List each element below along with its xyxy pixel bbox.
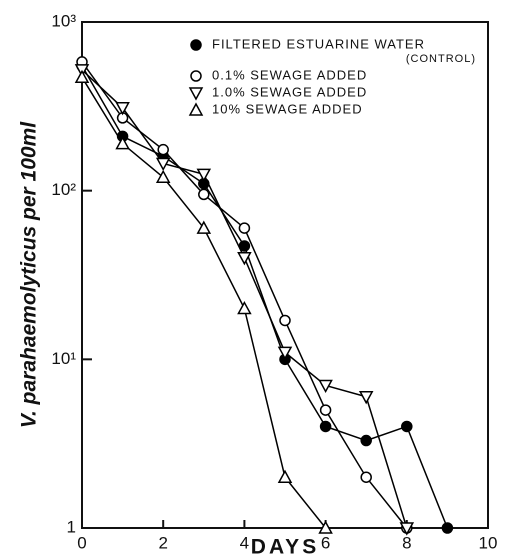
data-point xyxy=(115,102,130,116)
plot-frame xyxy=(81,21,489,529)
data-point xyxy=(196,168,212,182)
data-point xyxy=(115,136,130,150)
x-tick-label: 2 xyxy=(158,533,167,552)
legend-label: 10% SEWAGE ADDED xyxy=(212,101,363,116)
data-point xyxy=(318,520,333,534)
legend-note: (CONTROL) xyxy=(406,53,476,65)
data-point xyxy=(319,404,332,416)
data-point xyxy=(74,69,90,84)
legend-marker xyxy=(190,39,202,51)
data-point xyxy=(238,222,251,234)
x-axis-label: DAYS xyxy=(251,536,319,559)
x-tick-label: 6 xyxy=(321,533,330,552)
data-point xyxy=(155,169,171,184)
x-tick-label: 4 xyxy=(240,533,249,552)
data-point xyxy=(401,420,413,433)
data-point xyxy=(155,157,171,172)
legend-label: 1.0% SEWAGE ADDED xyxy=(212,84,367,99)
data-point xyxy=(318,379,333,394)
data-point xyxy=(399,522,415,536)
data-point xyxy=(198,188,210,201)
y-tick-label: 1 xyxy=(67,517,76,536)
legend-marker xyxy=(188,102,204,116)
series-line xyxy=(81,69,408,529)
x-tick-label: 0 xyxy=(77,533,86,552)
data-point xyxy=(157,143,169,156)
legend-marker xyxy=(190,70,202,82)
data-point xyxy=(360,471,372,483)
data-point xyxy=(237,252,252,266)
data-point xyxy=(358,391,374,405)
y-tick-label: 10² xyxy=(51,180,76,199)
data-point xyxy=(319,420,332,433)
x-tick-label: 8 xyxy=(402,533,411,552)
y-tick-label: 10³ xyxy=(51,11,76,30)
y-axis-label: V. parahaemolyticus per 100ml xyxy=(18,121,41,428)
legend-marker xyxy=(188,87,204,101)
data-point xyxy=(277,469,293,483)
legend-label: 0.1% SEWAGE ADDED xyxy=(212,67,367,82)
data-point xyxy=(196,220,212,234)
data-point xyxy=(441,522,454,534)
data-point xyxy=(237,300,252,315)
legend-label: FILTERED ESTUARINE WATER xyxy=(212,36,425,51)
data-point xyxy=(360,434,372,447)
y-tick-label: 10¹ xyxy=(51,349,76,368)
data-point xyxy=(277,346,293,360)
data-point xyxy=(279,314,291,327)
series-line xyxy=(81,61,408,529)
series-line xyxy=(81,65,449,529)
x-tick-label: 10 xyxy=(479,533,498,552)
